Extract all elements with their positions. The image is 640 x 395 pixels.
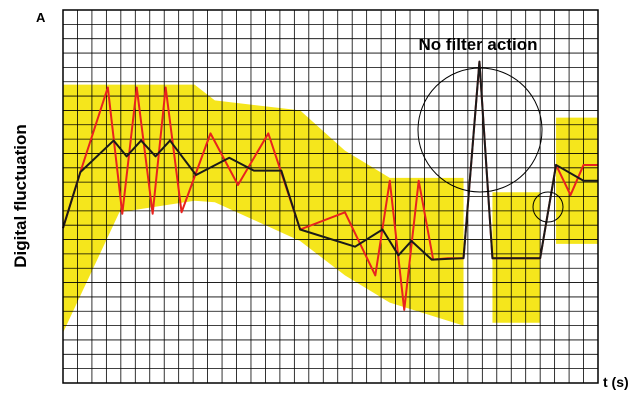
annotation-circle bbox=[532, 191, 564, 223]
grid-layer bbox=[62, 9, 599, 384]
x-axis-label: t (s) bbox=[603, 374, 629, 390]
y-axis-label: Digital fluctuation bbox=[11, 124, 30, 268]
annotation: No filter action bbox=[418, 35, 537, 54]
plot-frame bbox=[62, 9, 599, 384]
line-layer bbox=[62, 60, 598, 311]
band-layer bbox=[63, 84, 598, 333]
annotation-circle bbox=[417, 67, 543, 193]
panel-label: A bbox=[36, 10, 46, 25]
data-line bbox=[62, 60, 598, 261]
